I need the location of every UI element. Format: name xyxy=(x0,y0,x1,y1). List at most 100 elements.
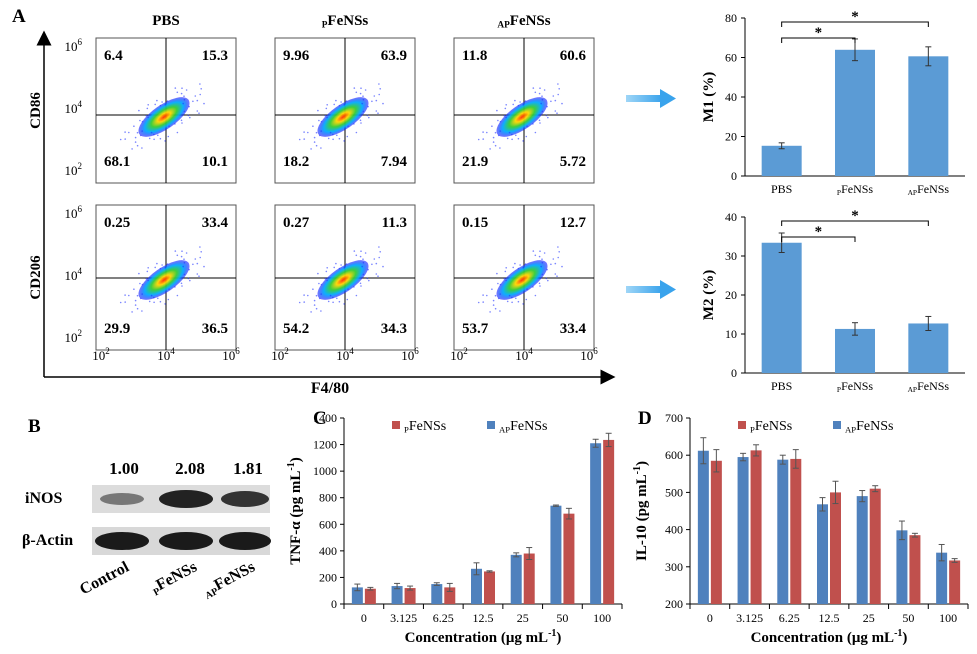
x-tick-label: 12.5 xyxy=(819,611,840,625)
flow-dot xyxy=(499,147,501,149)
flow-dot xyxy=(181,122,183,124)
flow-dot xyxy=(539,87,541,89)
flow-dot xyxy=(343,104,346,106)
flow-y-tick: 102 xyxy=(65,328,83,345)
flow-dot xyxy=(524,100,527,102)
y-tick-label: 0 xyxy=(331,597,337,611)
flow-dot xyxy=(346,135,349,138)
flow-dot xyxy=(364,89,367,91)
bar xyxy=(737,457,749,604)
blot-band xyxy=(159,490,213,508)
flow-dot xyxy=(320,283,323,286)
flow-dot xyxy=(378,83,380,85)
flow-dot xyxy=(539,250,541,252)
x-tick-label: 25 xyxy=(863,611,875,625)
y-axis-label: IL-10 (pg mL-1) xyxy=(632,461,650,561)
flow-x-label: F4/80 xyxy=(311,380,349,397)
flow-quadrant-ul: 6.4 xyxy=(104,48,123,64)
flow-dot xyxy=(532,87,535,89)
flow-quadrant-ll: 18.2 xyxy=(283,154,309,170)
m2-bar-chart: 0 10 20 30 40 M2 (%) PBS PFeNSs APFeNSs * * xyxy=(701,208,965,394)
x-tick-label: APFeNSs xyxy=(908,379,950,394)
x-tick-label: 12.5 xyxy=(473,611,494,625)
flow-quadrant-lr: 7.94 xyxy=(381,154,408,170)
flow-dot xyxy=(362,258,364,261)
flow-dot xyxy=(182,265,184,268)
flow-x-tick: 102 xyxy=(450,346,468,363)
flow-dot xyxy=(139,134,142,137)
il10-bar-chart: 200 300 400 500 600 700 IL-10 (pg mL-1) 0 3.125 6… xyxy=(632,411,969,646)
x-tick-label: 3.125 xyxy=(390,611,417,625)
x-tick-label: 0 xyxy=(361,611,367,625)
flow-dot xyxy=(198,275,200,278)
flow-dot xyxy=(517,267,520,270)
bar xyxy=(550,505,562,604)
flow-dot xyxy=(183,273,186,276)
flow-dot xyxy=(554,262,557,265)
flow-dot xyxy=(346,298,349,301)
flow-dot xyxy=(375,273,378,275)
flow-dot xyxy=(543,89,546,91)
flow-dot xyxy=(303,131,305,133)
flow-row-label: CD206 xyxy=(28,255,44,300)
flow-column-title: APFeNSs xyxy=(497,13,550,31)
flow-dot xyxy=(353,286,355,288)
flow-dot xyxy=(174,250,177,252)
flow-dot xyxy=(156,99,158,102)
flow-dot xyxy=(340,264,342,266)
blot-lane-label: PFeNSs xyxy=(148,559,201,599)
flow-dot xyxy=(157,134,159,137)
flow-dot xyxy=(477,138,480,141)
flow-dot xyxy=(526,125,528,127)
flow-dot xyxy=(124,301,126,303)
flow-dot xyxy=(318,134,321,137)
significance-star: * xyxy=(815,25,823,41)
flow-dot xyxy=(362,98,365,101)
flow-dot xyxy=(504,107,507,110)
flow-dot xyxy=(196,262,199,265)
flow-dot xyxy=(524,263,527,265)
flow-dot xyxy=(146,270,149,273)
flow-quadrant-ur: 63.9 xyxy=(381,48,407,64)
blot-lane-label: APFeNSs xyxy=(200,559,259,602)
flow-dot xyxy=(326,267,329,269)
flow-dot xyxy=(522,267,524,269)
flow-quadrant-ll: 29.9 xyxy=(104,321,130,337)
flow-dot xyxy=(310,311,312,313)
legend-label: PFeNSs xyxy=(404,419,446,435)
flow-dot xyxy=(182,102,184,105)
legend-label: PFeNSs xyxy=(750,419,792,435)
flow-x-tick: 104 xyxy=(515,346,533,363)
flow-dot xyxy=(199,93,201,96)
flow-dot xyxy=(136,294,139,297)
flow-dot xyxy=(196,99,199,102)
flow-dot xyxy=(189,116,191,119)
flow-dot xyxy=(534,254,537,257)
flow-dot xyxy=(355,131,358,134)
flow-dot xyxy=(320,130,323,132)
flow-dot xyxy=(345,263,348,265)
band-density-value: 1.81 xyxy=(233,459,263,478)
flow-dot xyxy=(124,131,126,133)
bar xyxy=(856,496,868,604)
flow-dot xyxy=(315,307,318,310)
bar xyxy=(896,530,908,604)
flow-x-tick: 106 xyxy=(401,346,419,363)
y-tick-label: 10 xyxy=(725,327,737,341)
x-tick-label: 50 xyxy=(902,611,914,625)
flow-dot xyxy=(340,101,342,103)
flow-dot xyxy=(496,109,498,112)
flow-dot xyxy=(198,112,200,114)
arrow-to-m1 xyxy=(626,89,676,108)
flow-dot xyxy=(532,123,534,125)
x-tick-label: 50 xyxy=(556,611,568,625)
flow-dot xyxy=(347,288,349,291)
flow-dot xyxy=(378,256,381,259)
flow-dot xyxy=(375,99,378,102)
bar xyxy=(484,571,495,604)
flow-dot xyxy=(148,300,151,303)
flow-dot xyxy=(180,92,183,95)
flow-dot xyxy=(156,262,158,265)
bar xyxy=(761,145,802,176)
